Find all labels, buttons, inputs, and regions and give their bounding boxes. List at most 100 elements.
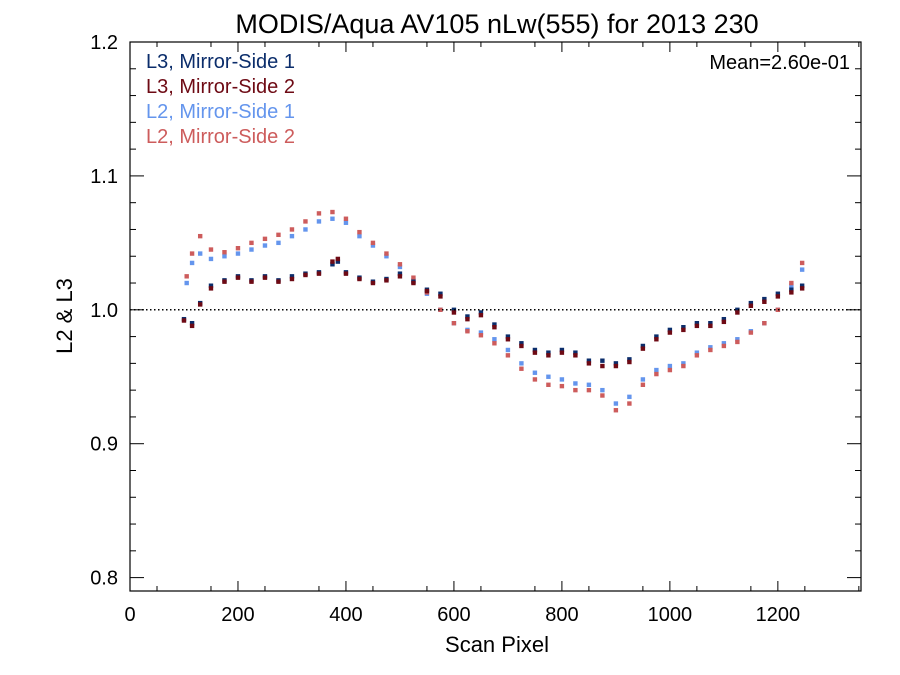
data-point (184, 280, 189, 286)
data-point (586, 358, 592, 363)
data-point (465, 314, 470, 319)
data-point (694, 323, 700, 329)
data-point (559, 377, 565, 382)
data-point (303, 219, 308, 224)
data-point (613, 361, 619, 366)
x-tick-label: 600 (437, 604, 470, 626)
series-l2-mirror-side-2 (184, 209, 805, 413)
data-point (335, 259, 341, 264)
legend-entry: L2, Mirror-Side 1 (146, 101, 295, 123)
data-point (708, 345, 713, 350)
data-point (343, 220, 349, 225)
data-point (667, 327, 673, 333)
data-point (546, 350, 551, 355)
data-point (289, 233, 295, 239)
data-point (411, 275, 416, 280)
data-point (748, 303, 754, 308)
data-point (289, 227, 295, 232)
legend-entry: L2, Mirror-Side 2 (146, 126, 295, 148)
data-point (654, 371, 659, 377)
data-point (222, 279, 227, 284)
data-point (681, 325, 686, 330)
data-point (249, 247, 254, 252)
data-point (357, 229, 362, 235)
data-point (262, 275, 268, 280)
data-point (208, 256, 214, 262)
data-point (384, 251, 389, 256)
data-point (249, 279, 254, 284)
data-point (303, 227, 308, 232)
data-point (222, 254, 227, 259)
data-point (573, 381, 578, 386)
y-tick-label: 0.8 (90, 568, 118, 590)
data-point (492, 337, 497, 342)
data-point (519, 361, 524, 366)
data-point (586, 361, 592, 366)
data-point (694, 320, 700, 326)
data-point (519, 343, 524, 349)
data-point (505, 347, 511, 353)
data-point (438, 291, 443, 296)
data-point (330, 216, 335, 221)
data-point (208, 247, 214, 252)
x-tick-label: 1200 (756, 604, 801, 626)
data-point (370, 240, 376, 246)
data-point (654, 334, 659, 339)
data-point (799, 283, 805, 288)
data-point (505, 337, 511, 342)
data-point (451, 320, 457, 326)
data-point (411, 280, 416, 286)
data-point (708, 320, 713, 326)
data-point (357, 276, 362, 282)
data-point (384, 278, 389, 283)
data-point (721, 319, 727, 325)
data-point (478, 310, 484, 315)
data-point (478, 333, 484, 338)
legend-entry: L3, Mirror-Side 2 (146, 76, 295, 98)
data-point (262, 243, 268, 248)
data-point (600, 393, 605, 398)
data-point (189, 323, 195, 329)
data-point (189, 260, 195, 266)
data-point (799, 267, 805, 272)
chart-title: MODIS/Aqua AV105 nLw(555) for 2013 230 (235, 9, 758, 39)
data-point (451, 310, 457, 315)
data-point (735, 307, 740, 313)
y-tick-label: 1.1 (90, 166, 118, 188)
data-point (694, 353, 700, 358)
data-point (789, 280, 794, 286)
data-point (189, 251, 195, 256)
legend: L3, Mirror-Side 1 L3, Mirror-Side 2 L2, Mi… (146, 51, 295, 148)
data-point (667, 330, 673, 335)
data-point (735, 310, 740, 315)
data-point (559, 383, 565, 389)
data-point (627, 359, 632, 365)
x-tick-label: 200 (221, 604, 254, 626)
series-l3-mirror-side-2 (181, 256, 805, 369)
data-point (613, 401, 619, 406)
x-tick-label: 400 (329, 604, 362, 626)
data-point (762, 296, 767, 302)
data-point (694, 350, 700, 355)
data-point (613, 363, 619, 369)
data-point (316, 271, 322, 276)
data-point (681, 327, 686, 333)
data-point (478, 312, 484, 318)
data-point (640, 377, 646, 382)
data-point (627, 394, 632, 400)
data-point (197, 302, 203, 307)
data-point (762, 299, 767, 304)
data-point (600, 358, 605, 363)
data-point (465, 316, 470, 322)
data-point (335, 256, 341, 262)
data-point (249, 240, 254, 246)
y-tick-label: 1.0 (90, 300, 118, 322)
data-point (370, 280, 376, 286)
data-point (546, 374, 551, 379)
data-point (640, 346, 646, 351)
x-axis-label: Scan Pixel (445, 632, 549, 657)
data-point (586, 387, 592, 393)
data-point (789, 290, 794, 295)
